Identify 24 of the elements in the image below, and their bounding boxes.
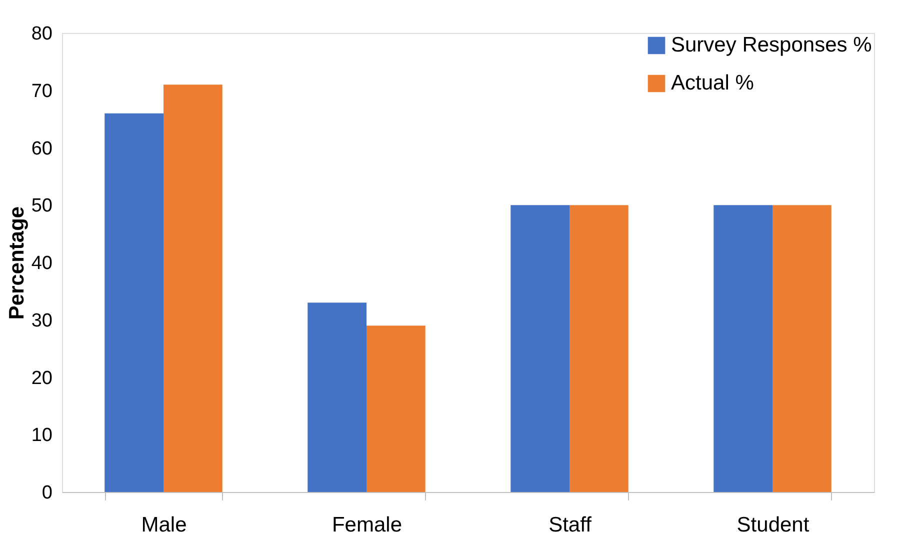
y-tick-label: 70 xyxy=(31,80,52,102)
y-tick-label: 40 xyxy=(31,253,52,274)
legend-label: Survey Responses % xyxy=(671,34,872,56)
x-tick-label: Student xyxy=(736,514,810,536)
y-tick-label: 20 xyxy=(31,368,52,389)
bar xyxy=(308,302,366,492)
x-tick-label: Female xyxy=(332,514,402,536)
bar xyxy=(510,205,570,492)
bar xyxy=(104,113,164,492)
x-tick-label: Male xyxy=(141,514,187,536)
bar xyxy=(772,205,832,492)
legend-label: Actual % xyxy=(671,72,754,94)
y-tick-label: 80 xyxy=(31,24,52,44)
bar xyxy=(570,205,628,492)
y-tick-label: 30 xyxy=(31,310,52,332)
y-axis-title: Percentage xyxy=(5,206,28,320)
y-tick-label: 0 xyxy=(42,482,52,504)
bar xyxy=(714,205,772,492)
bar xyxy=(366,326,426,492)
y-tick-label: 10 xyxy=(31,425,52,446)
y-tick-label: 60 xyxy=(31,138,52,160)
bar xyxy=(164,84,222,492)
y-tick-label: 50 xyxy=(31,196,52,217)
x-tick-label: Staff xyxy=(548,514,592,536)
